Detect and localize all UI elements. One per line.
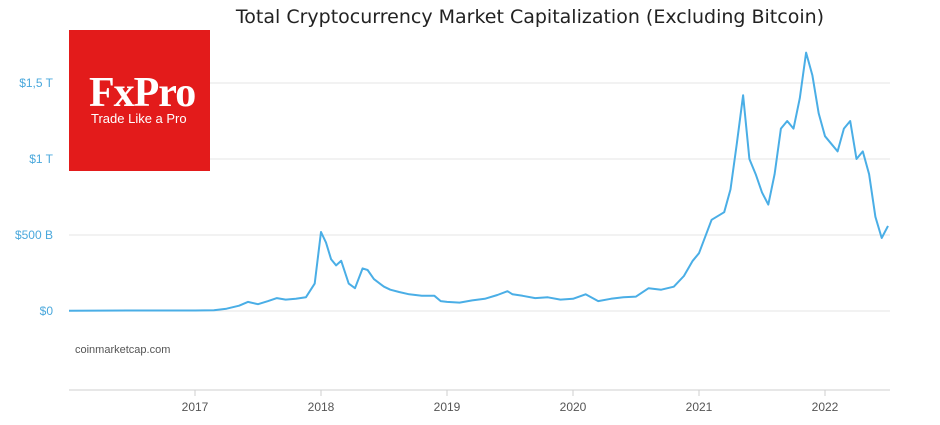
source-label: coinmarketcap.com xyxy=(75,344,171,356)
y-tick-label: $500 B xyxy=(15,228,53,242)
y-tick-label: $1 T xyxy=(29,152,53,166)
x-tick-label: 2020 xyxy=(560,400,587,414)
y-tick-label: $1,5 T xyxy=(19,76,53,90)
x-tick-label: 2018 xyxy=(308,400,335,414)
x-tick-label: 2022 xyxy=(812,400,839,414)
x-tick-labels: 2017 2018 2019 2020 2021 2022 xyxy=(182,390,839,414)
fxpro-logo: FxPro Trade Like a Pro xyxy=(69,30,210,171)
logo-tagline: Trade Like a Pro xyxy=(91,111,187,126)
logo-brand: FxPro xyxy=(89,70,196,116)
x-tick-label: 2019 xyxy=(434,400,461,414)
x-tick-label: 2021 xyxy=(686,400,713,414)
y-tick-label: $0 xyxy=(40,304,54,318)
y-tick-labels: $0 $500 B $1 T $1,5 T xyxy=(15,76,54,318)
market-cap-line xyxy=(68,51,889,312)
chart-title: Total Cryptocurrency Market Capitalizati… xyxy=(235,6,825,28)
x-tick-label: 2017 xyxy=(182,400,209,414)
